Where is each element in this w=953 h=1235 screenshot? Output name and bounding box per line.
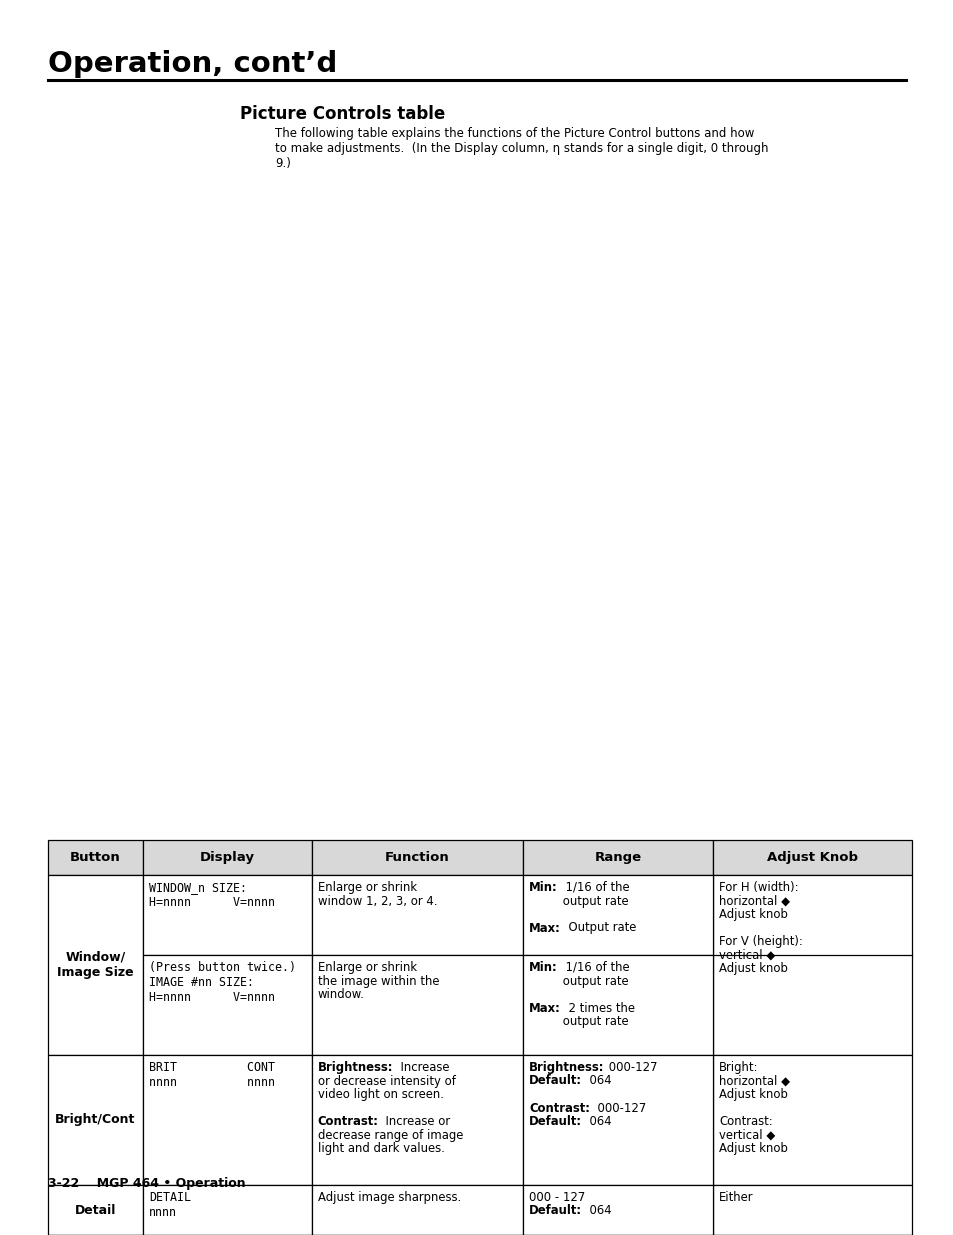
Text: Default:: Default: [529, 1074, 581, 1088]
Text: Detail: Detail [74, 1203, 116, 1216]
Text: 000-127: 000-127 [590, 1102, 645, 1114]
Text: 064: 064 [581, 1115, 611, 1128]
Text: 064: 064 [581, 1204, 611, 1218]
Text: BRIT          CONT
nnnn          nnnn: BRIT CONT nnnn nnnn [149, 1061, 274, 1089]
Bar [143, 955, 312, 1055]
Text: Adjust Knob: Adjust Knob [766, 851, 858, 864]
Bar [312, 955, 522, 1055]
Text: Increase or: Increase or [378, 1115, 450, 1128]
Text: decrease range of image: decrease range of image [317, 1129, 462, 1141]
Bar [312, 840, 522, 876]
Bar [522, 1186, 713, 1235]
Text: (Press button twice.)
IMAGE #nn SIZE:
H=nnnn      V=nnnn: (Press button twice.) IMAGE #nn SIZE: H=… [149, 961, 295, 1004]
Bar [48, 840, 143, 876]
Text: WINDOW_n SIZE:
H=nnnn      V=nnnn: WINDOW_n SIZE: H=nnnn V=nnnn [149, 881, 274, 909]
Text: 1/16 of the: 1/16 of the [558, 961, 629, 974]
Bar [713, 840, 911, 876]
Text: Brightness:: Brightness: [529, 1061, 604, 1074]
Text: video light on screen.: video light on screen. [317, 1088, 443, 1100]
Text: the image within the: the image within the [317, 974, 438, 988]
Text: Enlarge or shrink: Enlarge or shrink [317, 961, 416, 974]
Bar [713, 1186, 911, 1235]
Text: Output rate: Output rate [560, 921, 636, 935]
Bar [48, 1055, 143, 1186]
Text: Bright/Cont: Bright/Cont [55, 1114, 135, 1126]
Text: Brightness:: Brightness: [317, 1061, 393, 1074]
Bar [312, 876, 522, 955]
Text: Increase: Increase [393, 1061, 449, 1074]
Text: Min:: Min: [529, 961, 558, 974]
Text: Picture Controls table: Picture Controls table [240, 105, 445, 124]
Text: Adjust knob: Adjust knob [719, 908, 787, 921]
Bar [143, 840, 312, 876]
Text: Adjust knob: Adjust knob [719, 1142, 787, 1155]
Bar [522, 876, 713, 955]
Text: DETAIL
nnnn: DETAIL nnnn [149, 1191, 191, 1219]
Text: Button: Button [71, 851, 121, 864]
Text: For V (height):: For V (height): [719, 935, 802, 948]
Bar [713, 1055, 911, 1186]
Text: Window/
Image Size: Window/ Image Size [57, 951, 133, 979]
Text: Function: Function [385, 851, 449, 864]
Text: Contrast:: Contrast: [719, 1115, 772, 1128]
Bar [143, 1055, 312, 1186]
Text: 1/16 of the: 1/16 of the [558, 881, 629, 894]
Bar [312, 1186, 522, 1235]
Bar [522, 955, 713, 1055]
Text: Adjust image sharpness.: Adjust image sharpness. [317, 1191, 460, 1204]
Text: Enlarge or shrink: Enlarge or shrink [317, 881, 416, 894]
Bar [713, 876, 911, 1055]
Text: horizontal ◆: horizontal ◆ [719, 894, 790, 908]
Text: vertical ◆: vertical ◆ [719, 948, 775, 962]
Text: Contrast:: Contrast: [529, 1102, 590, 1114]
Text: 3-22    MGP 464 • Operation: 3-22 MGP 464 • Operation [48, 1177, 245, 1191]
Text: Either: Either [719, 1191, 753, 1204]
Bar [522, 1055, 713, 1186]
Text: Max:: Max: [529, 921, 560, 935]
Bar [143, 1186, 312, 1235]
Text: Max:: Max: [529, 1002, 560, 1014]
Bar [522, 840, 713, 876]
Text: to make adjustments.  (In the Display column, η stands for a single digit, 0 thr: to make adjustments. (In the Display col… [274, 142, 768, 156]
Text: horizontal ◆: horizontal ◆ [719, 1074, 790, 1088]
Text: Display: Display [199, 851, 254, 864]
Text: Default:: Default: [529, 1204, 581, 1218]
Text: The following table explains the functions of the Picture Control buttons and ho: The following table explains the functio… [274, 127, 754, 140]
Text: 064: 064 [581, 1074, 611, 1088]
Text: vertical ◆: vertical ◆ [719, 1129, 775, 1141]
Text: output rate: output rate [529, 894, 628, 908]
Text: or decrease intensity of: or decrease intensity of [317, 1074, 455, 1088]
Text: Contrast:: Contrast: [317, 1115, 378, 1128]
Text: 2 times the: 2 times the [560, 1002, 635, 1014]
Text: Min:: Min: [529, 881, 558, 894]
Text: 9.): 9.) [274, 157, 291, 170]
Text: output rate: output rate [529, 1015, 628, 1028]
Text: light and dark values.: light and dark values. [317, 1142, 444, 1155]
Bar [48, 1186, 143, 1235]
Text: Adjust knob: Adjust knob [719, 962, 787, 974]
Bar [143, 876, 312, 955]
Text: Adjust knob: Adjust knob [719, 1088, 787, 1100]
Text: Bright:: Bright: [719, 1061, 758, 1074]
Text: Operation, cont’d: Operation, cont’d [48, 49, 337, 78]
Text: For H (width):: For H (width): [719, 881, 798, 894]
Text: Range: Range [594, 851, 641, 864]
Text: 000 - 127: 000 - 127 [529, 1191, 585, 1204]
Text: output rate: output rate [529, 974, 628, 988]
Bar [312, 1055, 522, 1186]
Text: Default:: Default: [529, 1115, 581, 1128]
Bar [48, 876, 143, 1055]
Text: 000-127: 000-127 [604, 1061, 657, 1074]
Text: window 1, 2, 3, or 4.: window 1, 2, 3, or 4. [317, 894, 436, 908]
Text: window.: window. [317, 988, 364, 1002]
